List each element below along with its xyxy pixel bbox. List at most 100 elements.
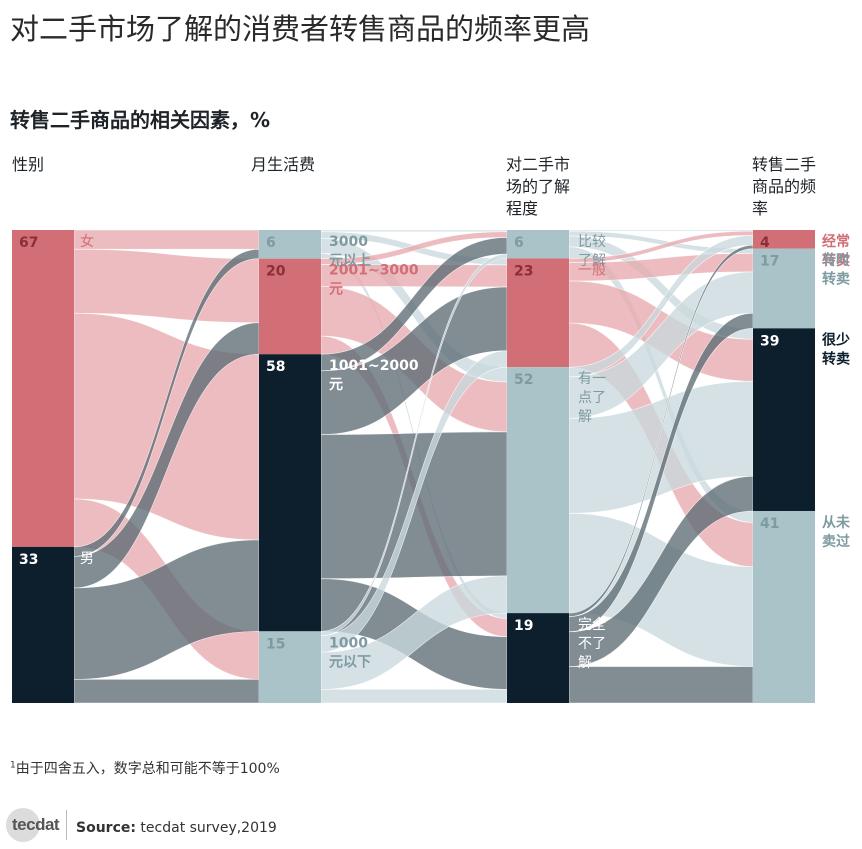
source-line: Source: tecdat survey,2019 xyxy=(76,820,277,836)
label-line: 了解 xyxy=(578,253,606,269)
node-value-label: 17 xyxy=(760,254,779,270)
node-category-label: 男 xyxy=(80,551,94,567)
node-value-label: 41 xyxy=(760,516,779,532)
source-text: tecdat survey,2019 xyxy=(140,820,277,836)
node-value-label: 15 xyxy=(266,636,285,652)
node-value-label: 20 xyxy=(266,264,286,280)
node-value-label: 6 xyxy=(514,235,524,251)
label-line: 完全 xyxy=(578,616,606,633)
node-category-label: 1001~2000 元 xyxy=(329,358,419,393)
node-value-label: 67 xyxy=(19,235,38,251)
node-category-label: 3000 元以上 xyxy=(329,234,371,269)
column-header-line: 性别 xyxy=(12,155,45,174)
logo-circle xyxy=(6,808,40,842)
node-value-label: 39 xyxy=(760,333,779,349)
node-category-label: 有一点了解 xyxy=(578,371,606,425)
node-bar xyxy=(753,510,815,703)
column-header-familiarity: 对二手市 场的了解 程度 xyxy=(506,154,570,220)
node-category-label: 有时转卖 xyxy=(822,252,850,288)
label-line: 经常 xyxy=(822,233,850,250)
node-value-label: 23 xyxy=(514,263,533,279)
label-line: 一般 xyxy=(578,262,606,278)
node-bar xyxy=(507,367,569,614)
label-line: 从未 xyxy=(822,514,851,531)
node-value-label: 4 xyxy=(760,235,770,251)
label-line: 男 xyxy=(80,551,94,567)
flow-layer xyxy=(73,229,754,704)
label-line: 1001~2000 xyxy=(329,358,419,374)
flow-ribbon xyxy=(568,666,754,704)
footnote-marker: 1 xyxy=(10,760,16,771)
label-line: 元以下 xyxy=(329,654,371,670)
node-bar xyxy=(507,230,569,259)
node-category-label: 2001~3000 元 xyxy=(329,263,419,298)
label-line: 1000 xyxy=(329,635,368,651)
label-line: 有时 xyxy=(822,252,850,269)
column-header-line: 场的了解 xyxy=(506,177,571,196)
chart-subtitle: 转售二手商品的相关因素，% xyxy=(10,108,271,132)
node-value-label: 52 xyxy=(514,372,533,388)
label-line: 转卖 xyxy=(822,252,850,269)
label-line: 很少 xyxy=(822,331,850,348)
node-category-label: 很少转卖 xyxy=(822,331,850,367)
footnote-text: 由于四舍五入，数字总和可能不等于100% xyxy=(15,761,280,777)
column-header-gender: 性别 xyxy=(12,154,44,176)
node-bar xyxy=(507,613,569,703)
node-value-label: 33 xyxy=(19,552,38,568)
node-category-label: 从未卖过 xyxy=(822,514,851,550)
tecdat-logo: tecdat xyxy=(6,806,66,848)
node-category-label: 女 xyxy=(80,233,94,250)
node-bar xyxy=(259,354,321,632)
label-line: 解 xyxy=(578,655,592,671)
label-line: 元 xyxy=(329,282,343,298)
label-line: 点了 xyxy=(578,390,606,406)
label-line: 不了 xyxy=(578,636,606,652)
label-line: 卖过 xyxy=(822,533,850,550)
label-line: 解 xyxy=(578,409,592,425)
label-line: 元以上 xyxy=(329,253,371,269)
source-label: Source: xyxy=(76,820,136,836)
node-bar xyxy=(259,230,321,259)
node-bar xyxy=(753,230,815,249)
column-header-line: 月生活费 xyxy=(251,155,316,174)
label-line: 比较 xyxy=(578,234,606,250)
column-header-line: 程度 xyxy=(506,199,539,218)
node-bar xyxy=(259,631,321,703)
label-line: 女 xyxy=(80,233,94,250)
node-value-label: 6 xyxy=(266,235,276,251)
flow-ribbon xyxy=(568,229,754,232)
node-value-label: 19 xyxy=(514,618,533,634)
label-line: 元 xyxy=(329,377,343,393)
flow-ribbon xyxy=(320,229,508,233)
chart-title: 对二手市场了解的消费者转售商品的频率更高 xyxy=(10,12,591,46)
column-header-line: 商品的频 xyxy=(752,177,817,196)
column-header-line: 对二手市 xyxy=(506,155,571,174)
flow-ribbon xyxy=(320,689,508,704)
node-bar xyxy=(753,328,815,511)
column-header-line: 转售二手 xyxy=(752,155,817,174)
node-category-label: 一般 xyxy=(578,262,606,278)
node-category-label: 经常转卖 xyxy=(822,233,850,269)
label-line: 转卖 xyxy=(822,271,850,288)
label-line: 转卖 xyxy=(822,350,850,367)
node-bar xyxy=(507,258,569,368)
logo-separator xyxy=(66,810,67,840)
logo-text: tecdat xyxy=(12,815,60,834)
label-line: 有一 xyxy=(578,371,606,387)
node-bar xyxy=(12,230,74,547)
node-bar xyxy=(259,258,321,355)
node-layer: 67 33 6 20 58 15 6 23 52 19 4 17 39 41 xyxy=(12,230,815,703)
node-bar xyxy=(753,248,815,329)
node-category-label: 完全不了解 xyxy=(578,616,606,671)
column-header-frequency: 转售二手 商品的频 率 xyxy=(752,154,816,220)
node-category-label: 比较了解 xyxy=(578,234,606,269)
node-category-label: 1000 元以下 xyxy=(329,635,371,670)
footnote: 1由于四舍五入，数字总和可能不等于100% xyxy=(10,758,280,778)
flow-ribbon xyxy=(73,229,260,250)
column-header-line: 率 xyxy=(752,199,769,218)
flow-ribbon xyxy=(73,679,260,704)
label-line: 2001~3000 xyxy=(329,263,419,279)
column-header-spending: 月生活费 xyxy=(251,154,315,176)
